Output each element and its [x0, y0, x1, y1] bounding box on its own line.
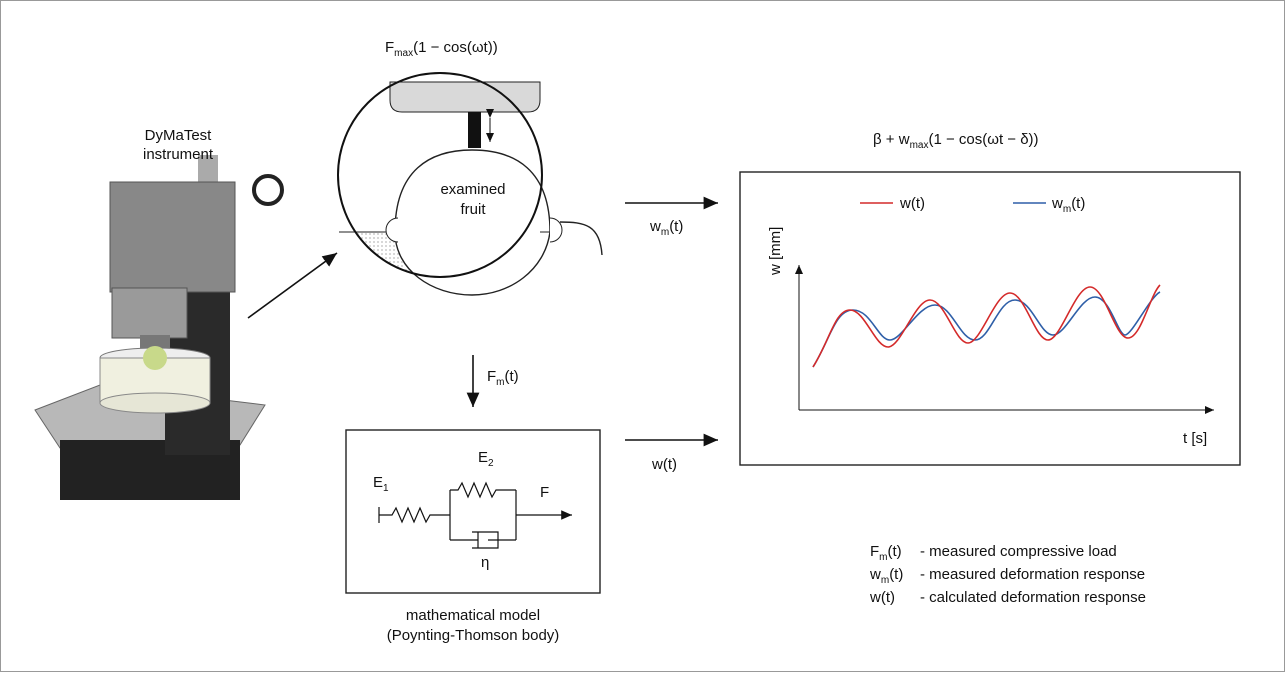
text: w: [649, 218, 661, 235]
text: (t): [505, 368, 519, 385]
measured-F-label: Fm(t): [487, 368, 519, 388]
measured-curve: [812, 291, 1161, 368]
label-line: (Poynting-Thomson body): [387, 627, 560, 644]
text: m: [661, 227, 669, 238]
legend-label: w(t): [899, 195, 925, 212]
text: w(t): [869, 589, 895, 606]
measured-w-label: wm(t): [649, 218, 683, 238]
text: (1 − cos(ωt − δ)): [928, 131, 1038, 148]
text: w: [899, 195, 911, 212]
label-line: fruit: [460, 201, 486, 218]
label-line: instrument: [143, 146, 214, 163]
text: (t): [669, 218, 683, 235]
text: - measured deformation response: [920, 566, 1145, 583]
x-axis-label: t [s]: [1183, 430, 1207, 447]
text: max: [910, 140, 929, 151]
text: m: [881, 575, 889, 586]
calculated-curve: [812, 284, 1161, 368]
note: Fm(t) - measured compressive load: [870, 543, 1117, 563]
text: E: [478, 449, 488, 466]
text: m: [1063, 204, 1071, 215]
response-formula: β + wmax(1 − cos(ωt − δ)): [873, 131, 1039, 151]
E1-label: E1: [373, 474, 389, 494]
load-formula: Fmax(1 − cos(ωt)): [385, 39, 498, 59]
force-label: F: [540, 484, 549, 501]
text: (t): [888, 543, 902, 560]
note: w(t) - calculated deformation response: [869, 589, 1146, 606]
text: F: [385, 39, 394, 56]
text: F: [487, 368, 496, 385]
model-w-label: w(t): [651, 456, 677, 473]
plot-box: [739, 171, 1241, 466]
text: E: [373, 474, 383, 491]
text: (t): [889, 566, 903, 583]
text: m: [496, 377, 504, 388]
rheological-model: [378, 481, 572, 549]
text: β + w: [873, 131, 910, 148]
text: (t): [911, 195, 925, 212]
model-box: [345, 429, 601, 594]
text: - measured compressive load: [920, 543, 1117, 560]
text: w: [869, 566, 881, 583]
model-caption: mathematical model (Poynting-Thomson body…: [387, 607, 560, 644]
label-line: mathematical model: [406, 607, 540, 624]
text: - calculated deformation response: [920, 589, 1146, 606]
notes: Fm(t) - measured compressive load wm(t) - …: [869, 543, 1146, 606]
text: F: [870, 543, 879, 560]
text: (t): [1071, 195, 1085, 212]
text: max: [394, 48, 413, 59]
instrument-photo: [34, 155, 284, 500]
instrument-label: DyMaTest instrument: [143, 127, 214, 163]
y-axis-label: w [mm]: [767, 227, 784, 276]
note: wm(t) - measured deformation response: [869, 566, 1145, 586]
text: m: [879, 552, 887, 563]
arrow: [247, 252, 338, 319]
E2-label: E2: [478, 449, 494, 469]
text: w: [1051, 195, 1063, 212]
label-line: examined: [440, 181, 505, 198]
text: 2: [488, 458, 494, 469]
text: (1 − cos(ωt)): [413, 39, 498, 56]
eta-label: η: [481, 554, 489, 571]
legend-label: wm(t): [1051, 195, 1085, 215]
fruit-label: examined fruit: [440, 181, 505, 218]
text: 1: [383, 483, 389, 494]
label-line: DyMaTest: [145, 127, 213, 144]
